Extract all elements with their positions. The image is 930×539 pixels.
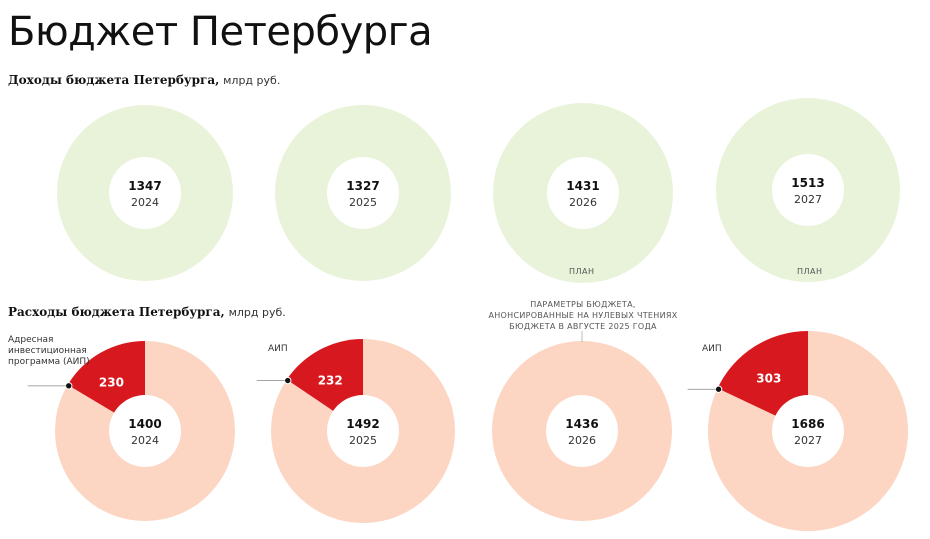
expense-hole-2 (546, 395, 618, 467)
income-value-3: 1513 (791, 176, 824, 190)
budget-params-note: ПАРАМЕТРЫ БЮДЖЕТА, АНОНСИРОВАННЫЕ НА НУЛ… (488, 300, 678, 331)
expense-hole-3 (772, 395, 844, 467)
expense-year-0: 2024 (131, 434, 159, 447)
aip-marker-0 (65, 382, 73, 390)
income-value-0: 1347 (128, 179, 161, 193)
income-heading: Доходы бюджета Петербурга, млрд руб. (8, 72, 280, 89)
expense-year-3: 2027 (794, 434, 822, 447)
expense-year-1: 2025 (349, 434, 377, 447)
expense-hole-1 (327, 395, 399, 467)
expense-heading-title: Расходы бюджета Петербурга, (8, 305, 225, 319)
aip-label-2025: АИП (268, 344, 288, 354)
income-value-2: 1431 (566, 179, 599, 193)
income-year-1: 2025 (349, 196, 377, 209)
page-title: Бюджет Петербурга (8, 9, 433, 55)
income-year-2: 2026 (569, 196, 597, 209)
income-value-1: 1327 (346, 179, 379, 193)
expense-value-3: 1686 (791, 417, 824, 431)
income-year-3: 2027 (794, 193, 822, 206)
expense-value-0: 1400 (128, 417, 161, 431)
income-hole-1 (327, 157, 399, 229)
aip-label-2024: Адресная инвестиционная программа (АИП) (8, 335, 90, 367)
aip-marker-1 (284, 376, 292, 385)
aip-value-3: 303 (756, 372, 781, 386)
expense-value-1: 1492 (346, 417, 379, 431)
plan-label-2026: ПЛАН (569, 267, 595, 276)
plan-label-2027: ПЛАН (797, 267, 823, 276)
income-year-0: 2024 (131, 196, 159, 209)
income-heading-title: Доходы бюджета Петербурга, (8, 73, 220, 87)
aip-value-0: 230 (99, 375, 124, 389)
income-hole-0 (109, 157, 181, 229)
expense-heading-unit: млрд руб. (228, 306, 286, 319)
expense-value-2: 1436 (565, 417, 598, 431)
aip-value-1: 232 (318, 374, 343, 388)
aip-label-2027: АИП (702, 344, 722, 354)
income-heading-unit: млрд руб. (223, 74, 281, 87)
expense-year-2: 2026 (568, 434, 596, 447)
aip-marker-3 (714, 385, 723, 393)
income-hole-3 (772, 154, 844, 226)
expense-heading: Расходы бюджета Петербурга, млрд руб. (8, 304, 286, 321)
expense-hole-0 (109, 395, 181, 467)
income-hole-2 (547, 157, 619, 229)
